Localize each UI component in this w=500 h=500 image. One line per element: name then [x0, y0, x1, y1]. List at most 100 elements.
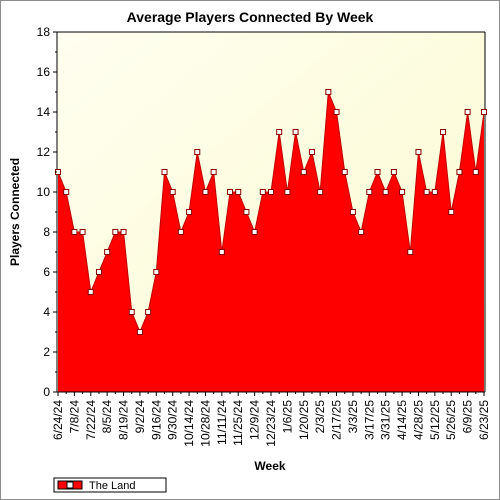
data-point — [227, 189, 234, 195]
data-point — [464, 109, 471, 115]
data-point — [423, 189, 430, 195]
data-point — [308, 149, 315, 155]
data-point — [128, 309, 135, 315]
x-tick-label: 7/22/24 — [84, 400, 98, 440]
data-point — [407, 249, 414, 255]
y-axis-ticks: 0 2 4 6 8 10 12 14 16 18 — [37, 25, 57, 399]
data-point — [431, 189, 438, 195]
y-tick-label: 0 — [43, 385, 50, 399]
x-tick-label: 12/23/24 — [264, 400, 278, 447]
data-point — [472, 169, 479, 175]
data-point — [382, 189, 389, 195]
x-tick-label: 1/20/25 — [297, 400, 311, 440]
data-point — [440, 129, 447, 135]
data-point — [218, 249, 225, 255]
x-tick-label: 11/11/24 — [215, 400, 229, 445]
y-tick-label: 12 — [37, 145, 51, 159]
x-tick-label: 10/28/24 — [198, 400, 212, 447]
x-tick-label: 2/3/25 — [313, 400, 327, 434]
x-tick-label: 4/28/25 — [411, 400, 425, 440]
x-tick-label: 9/30/24 — [166, 400, 180, 440]
chart-title: Average Players Connected By Week — [127, 9, 374, 25]
y-tick-label: 16 — [37, 65, 51, 79]
x-tick-label: 10/14/24 — [182, 400, 196, 447]
y-tick-label: 2 — [43, 345, 50, 359]
data-point — [235, 189, 242, 195]
data-point — [399, 189, 406, 195]
data-point — [259, 189, 266, 195]
data-point — [317, 189, 324, 195]
x-tick-label: 9/16/24 — [149, 400, 163, 440]
data-point — [268, 189, 274, 195]
data-point — [292, 129, 299, 135]
data-point — [300, 169, 307, 175]
legend-label: The Land — [89, 480, 135, 492]
legend: The Land — [53, 477, 167, 493]
y-axis-title: Players Connected — [8, 158, 22, 266]
y-tick-label: 8 — [43, 225, 50, 239]
data-point — [276, 129, 283, 135]
x-tick-label: 5/26/25 — [444, 400, 458, 440]
data-point — [120, 229, 127, 235]
data-markers — [55, 89, 487, 335]
x-axis-title: Week — [254, 459, 285, 473]
y-tick-label: 18 — [37, 25, 51, 39]
data-point — [325, 89, 332, 95]
legend-marker — [66, 481, 74, 489]
x-tick-label: 8/19/24 — [117, 400, 131, 440]
data-point — [366, 189, 373, 195]
data-point — [210, 169, 217, 175]
y-tick-label: 6 — [43, 265, 50, 279]
data-point — [374, 169, 381, 175]
data-point — [104, 249, 111, 255]
data-point — [71, 229, 78, 235]
data-point — [481, 109, 487, 115]
data-point — [456, 169, 463, 175]
x-axis-ticks: 6/24/24 7/8/24 7/22/24 8/5/24 8/19/24 9/2/24 9… — [51, 392, 491, 447]
data-point — [161, 169, 168, 175]
data-point — [358, 229, 365, 235]
x-tick-label: 6/23/25 — [477, 400, 491, 440]
x-tick-label: 3/31/25 — [379, 400, 393, 440]
data-point — [251, 229, 258, 235]
data-point — [177, 229, 184, 235]
y-tick-label: 4 — [43, 305, 50, 319]
data-point — [169, 189, 176, 195]
data-point — [202, 189, 209, 195]
data-point — [145, 309, 152, 315]
x-tick-label: 4/14/25 — [395, 400, 409, 440]
data-point — [390, 169, 397, 175]
data-point — [87, 289, 94, 295]
x-tick-label: 7/8/24 — [67, 400, 81, 434]
x-tick-label: 1/6/25 — [280, 400, 294, 434]
data-point — [333, 109, 340, 115]
data-point — [415, 149, 422, 155]
data-point — [186, 209, 193, 215]
data-point — [153, 269, 160, 275]
data-point — [243, 209, 250, 215]
data-point — [349, 209, 356, 215]
data-point — [194, 149, 201, 155]
x-tick-label: 5/12/25 — [428, 400, 442, 440]
x-tick-label: 9/2/24 — [133, 400, 147, 434]
data-point — [341, 169, 348, 175]
x-tick-label: 3/17/25 — [362, 400, 376, 440]
x-tick-label: 6/9/25 — [461, 400, 475, 434]
data-point — [79, 229, 86, 235]
x-tick-label: 2/17/25 — [330, 400, 344, 440]
data-point — [112, 229, 119, 235]
data-point — [63, 189, 70, 195]
data-point — [448, 209, 455, 215]
data-point — [284, 189, 291, 195]
x-tick-label: 8/5/24 — [100, 400, 114, 434]
series-area-the-land — [58, 92, 484, 392]
y-tick-label: 10 — [37, 185, 51, 199]
data-point — [95, 269, 102, 275]
x-tick-label: 3/3/25 — [346, 400, 360, 434]
x-tick-label: 12/9/24 — [248, 400, 262, 440]
x-tick-label: 11/25/24 — [231, 400, 245, 446]
x-tick-label: 6/24/24 — [51, 400, 65, 440]
y-tick-label: 14 — [37, 105, 51, 119]
data-point — [136, 329, 143, 335]
